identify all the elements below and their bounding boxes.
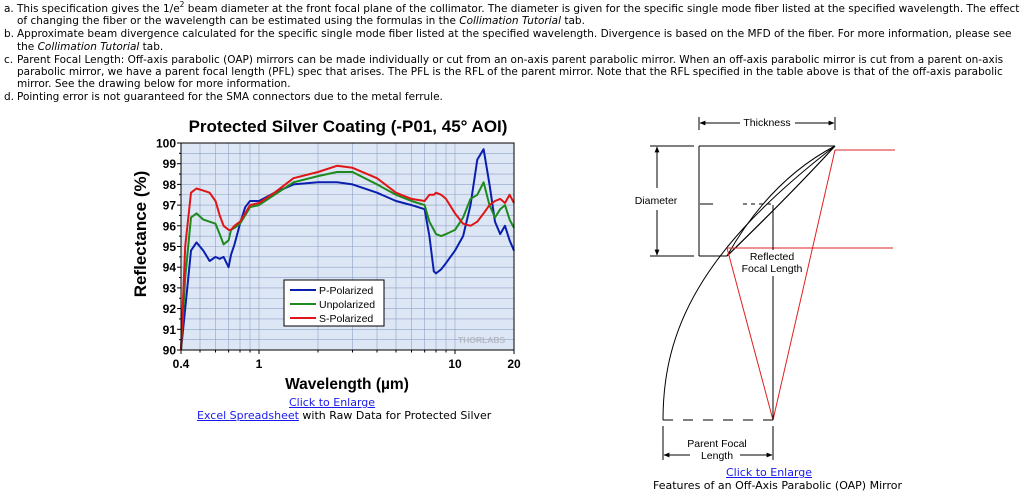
y-tick-label: 100: [156, 137, 176, 151]
focal-rays: [726, 149, 895, 421]
series-line-s: [180, 164, 515, 351]
y-tick-label: 90: [163, 344, 177, 358]
footnote-c: c. Parent Focal Length: Off-axis paraboli…: [4, 54, 1030, 91]
footnote-a: a. This specification gives the 1/e2 beam…: [4, 0, 1030, 28]
x-tick-label: 10: [448, 357, 462, 371]
superscript-text: 2: [179, 0, 185, 9]
rfl-label-line2: Focal Length: [742, 263, 803, 275]
footnote-marker: d.: [4, 91, 15, 104]
series-lines: [180, 148, 515, 351]
tab-reference-text: Collimation Tutorial: [37, 40, 140, 53]
chart-legend: P-Polarized Unpolarized S-Polarized: [283, 279, 385, 327]
chart-enlarge-link[interactable]: Click to Enlarge: [289, 396, 376, 409]
y-tick-label: 95: [163, 240, 177, 254]
y-tick-label: 97: [163, 199, 177, 213]
spreadsheet-suffix: with Raw Data for Protected Silver: [298, 409, 492, 422]
diagram-caption: Features of an Off-Axis Parabolic (OAP) …: [653, 479, 903, 492]
footnote-text: tab.: [139, 40, 164, 53]
legend-label-u: Unpolarized: [319, 299, 375, 311]
series-line-p: [180, 148, 515, 351]
x-axis-label: Wavelength (µm): [285, 376, 409, 393]
footnote-text: Approximate beam divergence calculated f…: [17, 28, 1012, 53]
y-axis-label: Reflectance (%): [131, 171, 150, 298]
y-tick-label: 96: [163, 219, 177, 233]
footnote-text: This specification gives the 1/e: [17, 3, 180, 15]
oap-mirror-diagram: Thickness Diameter Reflected Focal Lengt…: [635, 117, 895, 462]
watermark-logo: THORLABS: [458, 335, 506, 345]
footnote-marker: b.: [4, 28, 15, 41]
footnote-marker: c.: [4, 53, 14, 66]
diameter-label: Diameter: [635, 195, 678, 207]
x-tick-label: 1: [256, 357, 263, 371]
y-tick-label: 92: [163, 302, 177, 316]
thickness-dimension: [698, 117, 836, 130]
thickness-label: Thickness: [743, 117, 790, 129]
footnote-d: d. Pointing error is not guaranteed for t…: [4, 91, 1030, 103]
x-tick-label: 20: [507, 357, 521, 371]
footnote-text: Pointing error is not guaranteed for the…: [17, 91, 443, 104]
y-tick-label: 94: [163, 261, 177, 275]
spreadsheet-link[interactable]: Excel Spreadsheet: [197, 409, 299, 422]
legend-label-s: S-Polarized: [319, 313, 373, 325]
y-tick-label: 91: [163, 323, 177, 337]
pfl-label-line2: Length: [701, 450, 733, 462]
pfl-label-line1: Parent Focal: [687, 438, 747, 450]
series-line-u: [180, 171, 515, 351]
y-tick-label: 98: [163, 178, 177, 192]
footnote-text: Parent Focal Length: Off-axis parabolic …: [17, 53, 1004, 91]
y-tick-label: 93: [163, 281, 177, 295]
diagram-enlarge-link[interactable]: Click to Enlarge: [726, 466, 813, 479]
footnote-marker: a.: [4, 3, 14, 15]
diameter-dimension: [650, 145, 694, 257]
x-tick-label: 0.4: [173, 357, 190, 371]
footnote-text: tab.: [561, 15, 585, 28]
legend-label-p: P-Polarized: [319, 285, 373, 297]
rfl-label-line1: Reflected: [750, 251, 795, 263]
spreadsheet-caption: Excel Spreadsheet with Raw Data for Prot…: [197, 409, 491, 422]
y-tick-label: 99: [163, 157, 177, 171]
mirror-body: [662, 145, 836, 421]
footnotes-list: a. This specification gives the 1/e2 beam…: [4, 0, 1030, 104]
tab-reference-text: Collimation Tutorial: [459, 15, 562, 28]
chart-title: Protected Silver Coating (-P01, 45° AOI): [189, 117, 508, 136]
pfl-dimension: [662, 426, 774, 460]
footnote-b: b. Approximate beam divergence calculated…: [4, 28, 1030, 53]
footnote-text: beam diameter at the front focal plane o…: [17, 3, 1020, 28]
